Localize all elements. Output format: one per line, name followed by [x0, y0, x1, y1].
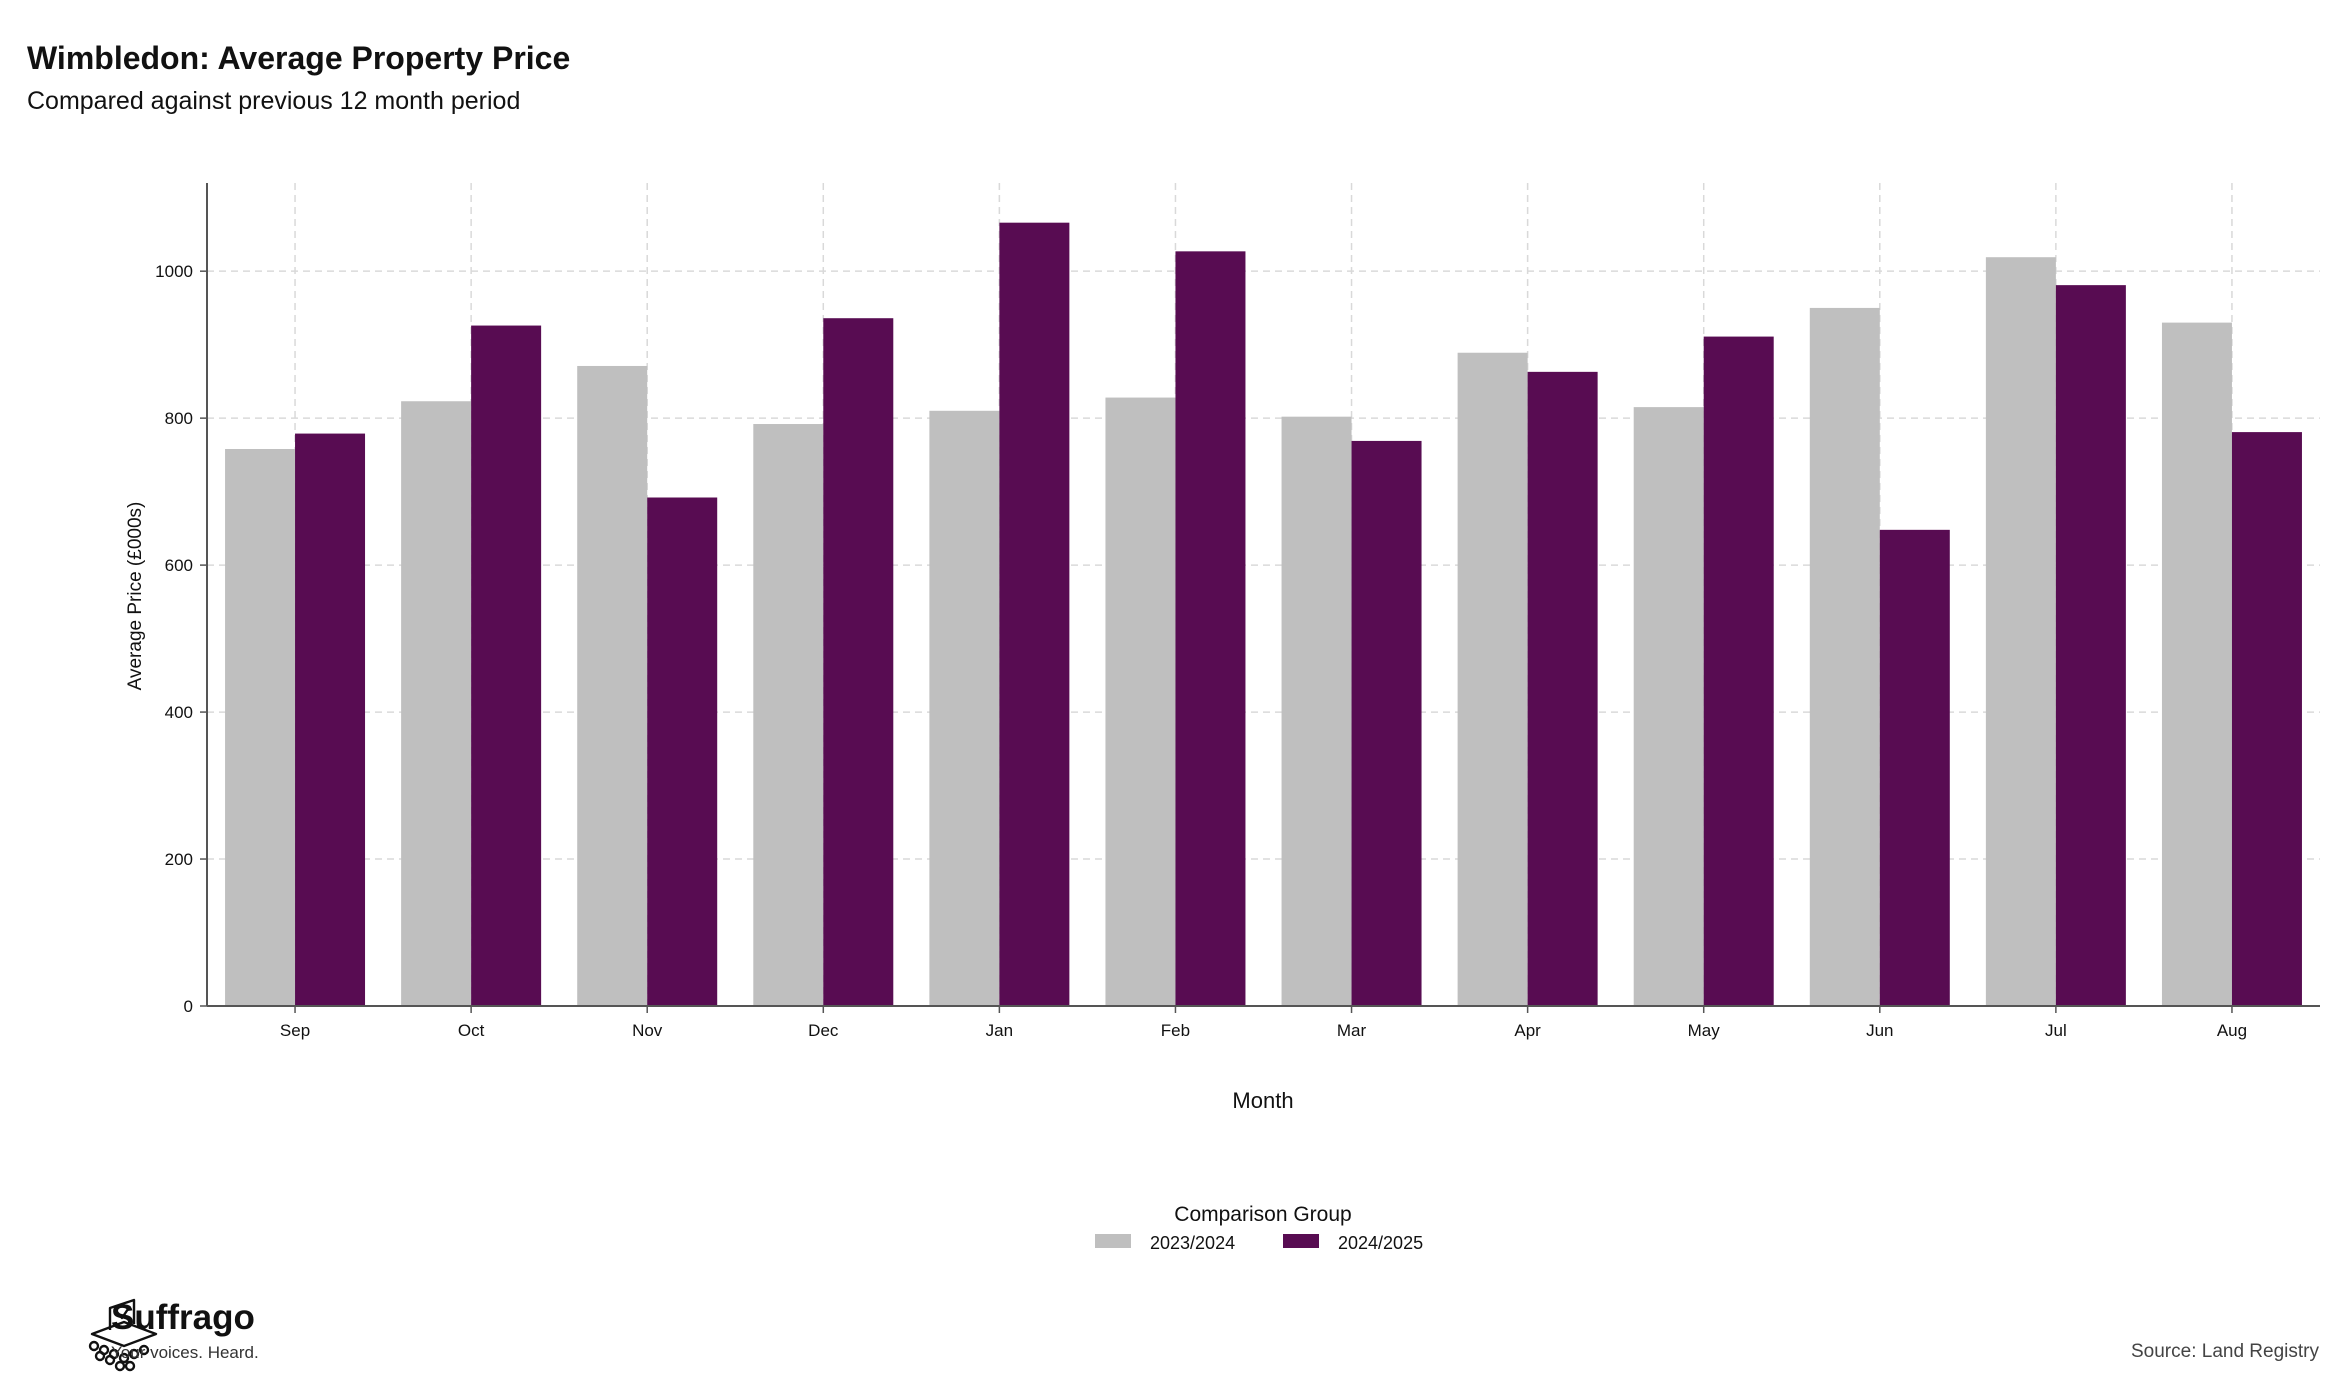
- source-note: Source: Land Registry: [2131, 1341, 2319, 1362]
- x-tick-label: Dec: [808, 1021, 839, 1040]
- ballot-box-logo-icon: [88, 1298, 158, 1372]
- bar-2023-2024-nov: [577, 365, 648, 1006]
- bar-2023-2024-oct: [401, 401, 472, 1007]
- x-tick-label: Jun: [1866, 1021, 1893, 1040]
- legend-title: Comparison Group: [1174, 1203, 1351, 1226]
- bar-2024-2025-feb: [1175, 251, 1246, 1007]
- bar-2024-2025-may: [1703, 336, 1774, 1007]
- legend: Comparison Group 2023/2024 2024/2025: [1095, 1203, 1423, 1253]
- bar-2024-2025-nov: [647, 497, 718, 1006]
- legend-swatch-2024-2025: [1283, 1234, 1319, 1248]
- bar-2024-2025-jun: [1879, 529, 1950, 1006]
- legend-label-2023-2024: 2023/2024: [1150, 1233, 1235, 1253]
- y-tick-label: 600: [165, 556, 193, 575]
- bar-2023-2024-aug: [2161, 322, 2232, 1006]
- bar-2024-2025-aug: [2231, 432, 2302, 1006]
- x-tick-label: Mar: [1337, 1021, 1367, 1040]
- bar-2024-2025-sep: [295, 433, 366, 1006]
- bar-2024-2025-mar: [1351, 440, 1422, 1006]
- bar-2023-2024-sep: [225, 449, 296, 1006]
- bar-2024-2025-jul: [2055, 285, 2126, 1007]
- y-tick-label: 1000: [155, 262, 193, 281]
- y-tick-label: 400: [165, 703, 193, 722]
- bar-2023-2024-jan: [929, 410, 1000, 1006]
- brand-tagline: Your voices. Heard.: [111, 1343, 259, 1362]
- bar-2023-2024-feb: [1105, 397, 1176, 1006]
- x-tick-label: Aug: [2217, 1021, 2247, 1040]
- bar-2024-2025-apr: [1527, 371, 1598, 1006]
- bar-2024-2025-jan: [999, 222, 1070, 1006]
- tick-labels: 0 200 400 600 800 1000 Sep Oct Nov Dec Jan Feb Mar Ap…: [155, 262, 2247, 1040]
- bar-2023-2024-mar: [1281, 416, 1352, 1006]
- chart-title: Wimbledon: Average Property Price: [27, 40, 571, 76]
- chart-subtitle: Compared against previous 12 month perio…: [27, 87, 521, 115]
- bar-2023-2024-apr: [1457, 352, 1528, 1006]
- bar-2023-2024-may: [1633, 407, 1704, 1006]
- legend-swatch-2023-2024: [1095, 1234, 1131, 1248]
- x-tick-label: Feb: [1161, 1021, 1190, 1040]
- x-tick-label: Jan: [986, 1021, 1013, 1040]
- y-axis-title: Average Price (£000s): [125, 502, 146, 691]
- x-tick-label: Jul: [2045, 1021, 2067, 1040]
- x-tick-label: Oct: [458, 1021, 485, 1040]
- x-axis-title: Month: [1232, 1088, 1293, 1113]
- axes: [200, 183, 2320, 1013]
- bar-2024-2025-oct: [471, 325, 542, 1006]
- y-tick-label: 0: [184, 997, 193, 1016]
- x-tick-label: May: [1688, 1021, 1721, 1040]
- y-tick-label: 200: [165, 850, 193, 869]
- bar-2023-2024-dec: [753, 424, 824, 1006]
- x-tick-label: Apr: [1514, 1021, 1541, 1040]
- bar-chart: 0 200 400 600 800 1000 Sep Oct Nov Dec Jan Feb Mar Ap…: [125, 183, 2320, 1253]
- x-tick-label: Nov: [632, 1021, 663, 1040]
- x-tick-label: Sep: [280, 1021, 310, 1040]
- legend-label-2024-2025: 2024/2025: [1338, 1233, 1423, 1253]
- y-tick-label: 800: [165, 409, 193, 428]
- bar-2023-2024-jul: [1985, 257, 2056, 1007]
- bar-2023-2024-jun: [1809, 307, 1880, 1006]
- brand-name: Suffrago: [111, 1298, 255, 1337]
- bar-2024-2025-dec: [823, 318, 894, 1006]
- bars: [225, 222, 2302, 1007]
